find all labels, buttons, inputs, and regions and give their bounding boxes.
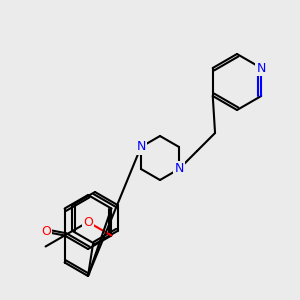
Text: N: N [174,163,184,176]
Text: O: O [83,215,93,229]
Text: N: N [256,61,266,74]
Text: N: N [136,140,146,154]
Text: O: O [41,225,51,238]
